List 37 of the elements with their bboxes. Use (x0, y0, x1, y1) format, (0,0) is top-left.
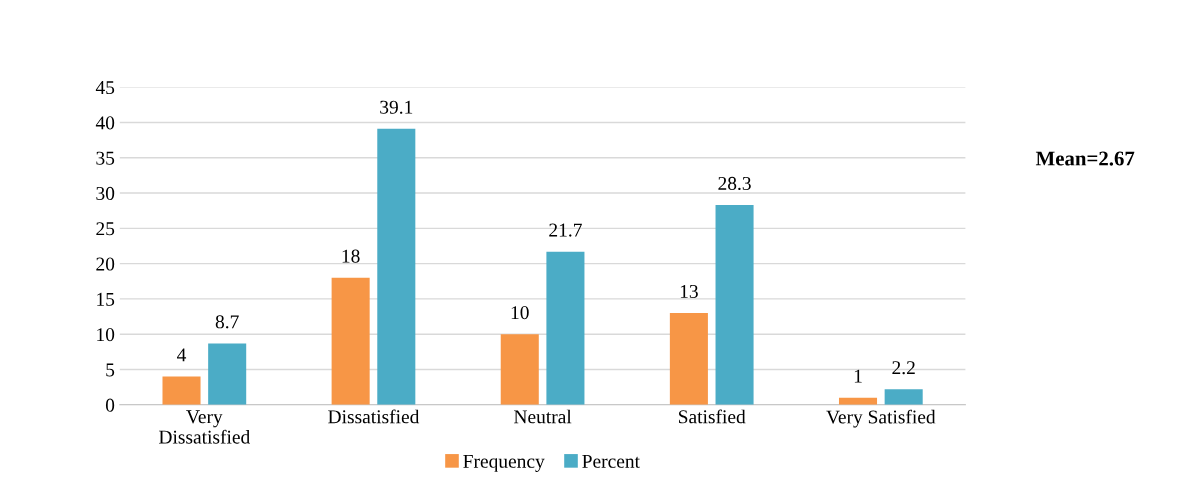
legend-label: Percent (582, 454, 640, 468)
y-tick-label: 20 (96, 257, 115, 271)
y-tick-label: 30 (96, 186, 115, 200)
bar (208, 343, 247, 405)
data-label: 28.3 (718, 176, 751, 191)
bar (715, 205, 754, 405)
y-tick-label: 15 (97, 292, 115, 306)
x-tick-label: Dissatisfied (328, 409, 420, 424)
data-label: 21.7 (549, 223, 582, 237)
bar (162, 376, 201, 405)
data-label: 13 (680, 284, 698, 298)
data-label: 39.1 (380, 100, 413, 114)
y-tick-label: 40 (95, 116, 115, 130)
y-tick-label: 45 (95, 81, 115, 95)
bar (546, 251, 585, 405)
data-label: 18 (342, 249, 360, 263)
data-label: 4 (177, 348, 187, 362)
bar (331, 277, 370, 405)
bar (377, 128, 416, 405)
bar (500, 334, 539, 405)
x-tick-label: Very Satisfied (826, 409, 936, 428)
bar (669, 313, 708, 405)
y-tick-label: 0 (105, 398, 115, 412)
y-tick-label: 25 (96, 222, 115, 236)
x-tick-label: Neutral (514, 409, 572, 424)
data-label: 10 (511, 306, 529, 320)
data-label: 2.2 (892, 361, 915, 375)
y-tick-label: 10 (97, 328, 115, 342)
x-tick-label: Satisfied (679, 409, 746, 424)
data-label: 8.7 (215, 315, 239, 329)
legend-label: Frequency (463, 454, 545, 472)
data-label: 1 (854, 369, 862, 383)
x-tick-label: Very Dissatisfied (159, 410, 251, 444)
text: Mean=2.67 (1035, 151, 1135, 166)
bar (884, 389, 923, 405)
y-tick-label: 5 (106, 363, 115, 377)
y-tick-label: 35 (96, 151, 115, 165)
